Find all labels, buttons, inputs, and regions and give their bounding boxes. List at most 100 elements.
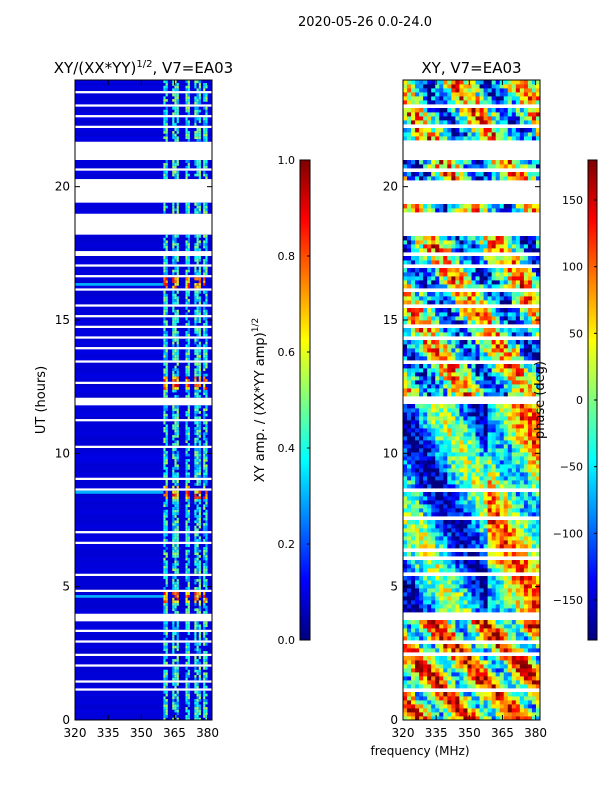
phase-cell (423, 480, 428, 485)
phase-cell (483, 656, 489, 661)
phase-cell (519, 716, 525, 720)
amp-rfi-cell (198, 576, 201, 580)
amp-rfi-cell (205, 701, 208, 705)
phase-cell (455, 348, 460, 353)
phase-cell (535, 508, 540, 513)
phase-cell (455, 568, 460, 573)
phase-cell (487, 328, 493, 333)
phase-cell (519, 644, 525, 649)
phase-cell (523, 684, 529, 689)
phase-cell (411, 700, 416, 705)
amp-rfi-cell (172, 306, 175, 310)
phase-cell (495, 444, 501, 449)
phase-cell (483, 380, 489, 385)
phase-cell (523, 620, 529, 625)
phase-cell (423, 564, 428, 569)
phase-cell (491, 532, 497, 537)
phase-cell (519, 568, 525, 573)
phase-cell (495, 356, 501, 361)
amp-rfi-cell (176, 485, 179, 489)
phase-cell (531, 380, 537, 385)
phase-cell (523, 328, 529, 333)
phase-cell (443, 712, 448, 717)
phase-cell (471, 348, 476, 353)
phase-cell (535, 424, 540, 429)
phase-cell (411, 504, 416, 509)
phase-cell (519, 364, 525, 369)
amp-rfi-cell (174, 421, 177, 425)
phase-cell (439, 436, 444, 441)
amp-rfi-cell (172, 333, 175, 337)
phase-cell (411, 368, 416, 373)
phase-cell (471, 528, 476, 533)
amp-rfi-cell (185, 440, 188, 444)
amp-rfi-cell (198, 424, 201, 428)
phase-cell (531, 560, 537, 565)
amp-rfi-cell (187, 256, 190, 260)
amp-rfi-cell (203, 714, 206, 718)
amp-rfi-cell (194, 525, 197, 529)
phase-cell (427, 412, 432, 417)
amp-rfi-cell (198, 717, 201, 720)
phase-cell (487, 680, 493, 685)
amp-rfi-cell (196, 96, 199, 100)
phase-cell (511, 580, 517, 585)
phase-cell (447, 588, 452, 593)
phase-cell (451, 320, 456, 325)
phase-cell (411, 352, 416, 357)
phase-cell (443, 576, 448, 581)
phase-cell (451, 312, 456, 317)
amp-rfi-cell (196, 509, 199, 513)
amp-rfi-cell (165, 122, 168, 126)
phase-cell (447, 604, 452, 609)
phase-cell (415, 348, 420, 353)
phase-cell (515, 564, 521, 569)
phase-cell (463, 504, 468, 509)
phase-cell (455, 576, 460, 581)
phase-cell (503, 356, 509, 361)
amp-rfi-cell (165, 242, 168, 246)
amp-rfi-cell (176, 440, 179, 444)
amp-rfi-cell (198, 666, 201, 670)
phase-cell (459, 504, 464, 509)
amp-rfi-cell (165, 333, 168, 337)
phase-cell (427, 492, 432, 497)
amp-rfi-cell (163, 517, 166, 521)
phase-cell (491, 428, 497, 433)
phase-cell (487, 440, 493, 445)
amp-rfi-cell (203, 693, 206, 697)
amp-rfi-cell (165, 312, 168, 316)
phase-cell (471, 520, 476, 525)
amp-rfi-cell (203, 88, 206, 92)
phase-cell (455, 436, 460, 441)
phase-cell (499, 468, 505, 473)
amp-rfi-cell (163, 674, 166, 678)
phase-cell (447, 716, 452, 720)
phase-cell (423, 512, 428, 517)
amp-rfi-cell (196, 432, 199, 436)
amp-rfi-cell (194, 498, 197, 502)
phase-cell (407, 348, 412, 353)
phase-cell (435, 392, 440, 397)
phase-cell (459, 620, 464, 625)
phase-cell (423, 568, 428, 573)
amp-rfi-cell (203, 328, 206, 332)
amp-rfi-cell (185, 525, 188, 529)
phase-cell (407, 660, 412, 665)
amp-rfi-cell (174, 608, 177, 612)
phase-cell (463, 520, 468, 525)
phase-cell (535, 388, 540, 393)
phase-cell (527, 332, 533, 337)
phase-cell (455, 340, 460, 345)
amp-row (75, 485, 212, 489)
phase-cell (483, 332, 489, 337)
phase-cell (455, 600, 460, 605)
amp-rfi-cell (174, 109, 177, 113)
phase-cell (499, 580, 505, 585)
amp-rfi-cell (187, 405, 190, 409)
phase-cell (411, 340, 416, 345)
amp-rfi-cell (172, 690, 175, 694)
amp-row (75, 122, 212, 126)
phase-cell (451, 660, 456, 665)
phase-cell (527, 496, 533, 501)
